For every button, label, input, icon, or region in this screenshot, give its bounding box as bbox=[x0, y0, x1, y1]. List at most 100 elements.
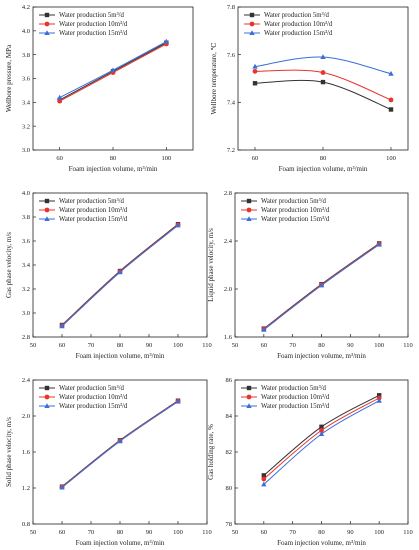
x-tick-label: 100 bbox=[374, 529, 384, 536]
x-tick-label: 90 bbox=[347, 342, 354, 349]
data-point bbox=[319, 428, 324, 433]
x-axis-label: Foam injection volume, m³/min bbox=[76, 539, 165, 547]
data-point bbox=[319, 424, 324, 429]
data-point bbox=[252, 81, 258, 86]
y-tick-label: 7.6 bbox=[227, 52, 236, 59]
y-tick-label: 7.2 bbox=[227, 147, 235, 154]
legend-label: Water production 15m³/d bbox=[59, 216, 128, 223]
legend-marker bbox=[44, 385, 50, 391]
y-tick-label: 2.0 bbox=[22, 413, 30, 420]
legend-label: Water production 10m³/d bbox=[59, 21, 128, 28]
x-tick-label: 100 bbox=[173, 342, 183, 349]
y-axis-label: Liquid phase velocity, m/s bbox=[207, 228, 215, 302]
chart-panel-3: 50 60 70 80 90 100 110 2.8 3.0 3.2 3.4 3.6 3.8 4.0 Foa… bbox=[5, 190, 212, 360]
chart-panel-5: 50 60 70 80 90 100 110 0.8 1.2 1.6 2.0 2.4 Foam inje… bbox=[5, 377, 212, 547]
y-tick-label: 4.0 bbox=[22, 190, 30, 197]
x-tick-label: 60 bbox=[59, 529, 66, 536]
data-point bbox=[252, 63, 258, 69]
series-line-3 bbox=[61, 401, 179, 488]
series-line-2 bbox=[61, 224, 179, 326]
chart-panel-1: 60 80 100 3.0 3.2 3.4 3.6 3.8 4.0 4.2 Foam injecti… bbox=[5, 4, 194, 173]
x-axis-label: Foam injection volume, m³/min bbox=[69, 165, 158, 173]
legend-label: Water production 15m³/d bbox=[261, 216, 330, 223]
x-tick-label: 50 bbox=[30, 342, 37, 349]
y-tick-label: 1.2 bbox=[22, 485, 30, 492]
data-point bbox=[376, 241, 382, 247]
y-tick-label: 3.2 bbox=[22, 123, 30, 130]
y-tick-label: 3.2 bbox=[22, 286, 30, 293]
x-tick-label: 60 bbox=[56, 155, 63, 162]
y-tick-label: 1.6 bbox=[22, 449, 31, 456]
legend-marker bbox=[246, 403, 252, 408]
legend-label: Water production 5m³/d bbox=[264, 12, 330, 19]
y-axis-label: Solid phase velocity, m/s bbox=[5, 417, 13, 487]
data-point bbox=[261, 481, 267, 487]
data-point bbox=[261, 327, 267, 332]
plot-frame bbox=[32, 379, 208, 525]
data-point bbox=[59, 323, 65, 329]
legend-marker bbox=[44, 394, 50, 400]
data-point bbox=[388, 70, 394, 76]
x-tick-label: 100 bbox=[374, 342, 384, 349]
legend-marker bbox=[44, 403, 50, 408]
plot-frame bbox=[237, 6, 409, 151]
chart-panel-6: 50 60 70 80 90 100 110 78 80 82 84 86 Foam injection… bbox=[207, 377, 413, 547]
y-axis-label: Wellbore temperature, ℃ bbox=[210, 42, 218, 114]
data-point bbox=[376, 397, 382, 403]
y-axis-label: Wellbore pressure, MPa bbox=[5, 44, 13, 112]
legend-marker bbox=[44, 21, 50, 27]
legend-marker bbox=[246, 394, 252, 400]
y-tick-label: 2.8 bbox=[22, 334, 30, 341]
data-point bbox=[56, 94, 63, 100]
x-tick-label: 100 bbox=[386, 155, 396, 162]
legend-marker bbox=[44, 216, 50, 221]
y-axis-label: Gas holding rate, % bbox=[207, 424, 215, 480]
y-tick-label: 2.0 bbox=[224, 286, 232, 293]
data-point bbox=[117, 438, 123, 444]
x-tick-label: 90 bbox=[146, 529, 153, 536]
x-tick-label: 110 bbox=[403, 342, 413, 349]
y-tick-label: 3.4 bbox=[22, 100, 31, 107]
plot-frame bbox=[234, 379, 409, 525]
legend-label: Water production 10m³/d bbox=[261, 207, 330, 214]
data-point bbox=[261, 476, 267, 482]
x-axis-label: Foam injection volume, m³/min bbox=[277, 352, 366, 360]
x-tick-label: 110 bbox=[202, 529, 212, 536]
x-axis-label: Foam injection volume, m³/min bbox=[277, 539, 366, 547]
y-tick-label: 3.0 bbox=[22, 147, 30, 154]
data-point bbox=[110, 67, 116, 73]
x-tick-label: 90 bbox=[347, 529, 354, 536]
x-tick-label: 110 bbox=[403, 529, 413, 536]
legend-marker bbox=[44, 198, 50, 204]
y-tick-label: 3.4 bbox=[22, 262, 31, 269]
data-point bbox=[117, 269, 123, 275]
legend-marker bbox=[249, 30, 255, 35]
x-tick-label: 50 bbox=[232, 342, 239, 349]
series-line-3 bbox=[263, 400, 380, 485]
legend-label: Water production 5m³/d bbox=[59, 385, 125, 392]
x-tick-label: 80 bbox=[117, 529, 124, 536]
x-axis-label: Foam injection volume, m³/min bbox=[279, 165, 368, 173]
series-line-3 bbox=[61, 225, 179, 327]
x-tick-label: 110 bbox=[202, 342, 212, 349]
data-point bbox=[252, 68, 258, 74]
plot-frame bbox=[32, 6, 194, 151]
x-tick-label: 60 bbox=[261, 342, 268, 349]
data-point bbox=[175, 222, 181, 228]
y-tick-label: 4.2 bbox=[22, 4, 30, 11]
legend-marker bbox=[44, 30, 50, 35]
x-tick-label: 50 bbox=[232, 529, 239, 536]
x-tick-label: 100 bbox=[161, 155, 171, 162]
x-tick-label: 50 bbox=[30, 529, 37, 536]
legend-label: Water production 5m³/d bbox=[261, 385, 327, 392]
y-tick-label: 7.8 bbox=[227, 4, 235, 11]
legend-label: Water production 15m³/d bbox=[59, 403, 128, 410]
x-tick-label: 80 bbox=[320, 155, 327, 162]
legend-marker bbox=[246, 385, 252, 391]
legend-label: Water production 15m³/d bbox=[59, 30, 128, 37]
legend-marker bbox=[249, 21, 255, 27]
y-tick-label: 3.6 bbox=[22, 76, 31, 83]
y-tick-label: 3.0 bbox=[22, 310, 30, 317]
y-tick-label: 3.8 bbox=[22, 52, 30, 59]
x-tick-label: 60 bbox=[252, 155, 259, 162]
